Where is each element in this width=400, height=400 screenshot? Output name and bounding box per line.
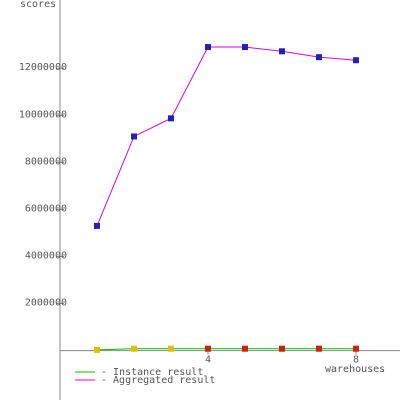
point <box>93 346 100 353</box>
legend-label: - Instance result <box>101 367 203 378</box>
series-line <box>96 348 356 351</box>
point <box>315 54 322 61</box>
point <box>130 345 137 352</box>
series-line <box>96 46 357 227</box>
point <box>278 48 285 55</box>
y-tick-label: 4000000 <box>25 250 67 261</box>
point <box>241 44 248 51</box>
x-tick-label: 4 <box>205 355 211 366</box>
x-axis-label: warehouses <box>325 364 385 375</box>
point <box>93 222 100 229</box>
point <box>167 345 174 352</box>
point <box>204 44 211 51</box>
x-tick-label: 8 <box>353 355 359 366</box>
point <box>167 115 174 122</box>
point <box>352 57 359 64</box>
y-tick-label: 6000000 <box>25 203 67 214</box>
point <box>204 345 211 352</box>
y-tick-label: 10000000 <box>19 109 67 120</box>
point <box>130 133 137 140</box>
point <box>352 345 359 352</box>
legend-label: - Aggregated result <box>101 375 215 386</box>
y-tick-label: 2000000 <box>25 298 67 309</box>
point <box>241 345 248 352</box>
point <box>278 345 285 352</box>
point <box>315 345 322 352</box>
y-tick-label: 12000000 <box>19 62 67 73</box>
y-axis-label: scores <box>20 0 56 10</box>
y-tick-label: 8000000 <box>25 156 67 167</box>
